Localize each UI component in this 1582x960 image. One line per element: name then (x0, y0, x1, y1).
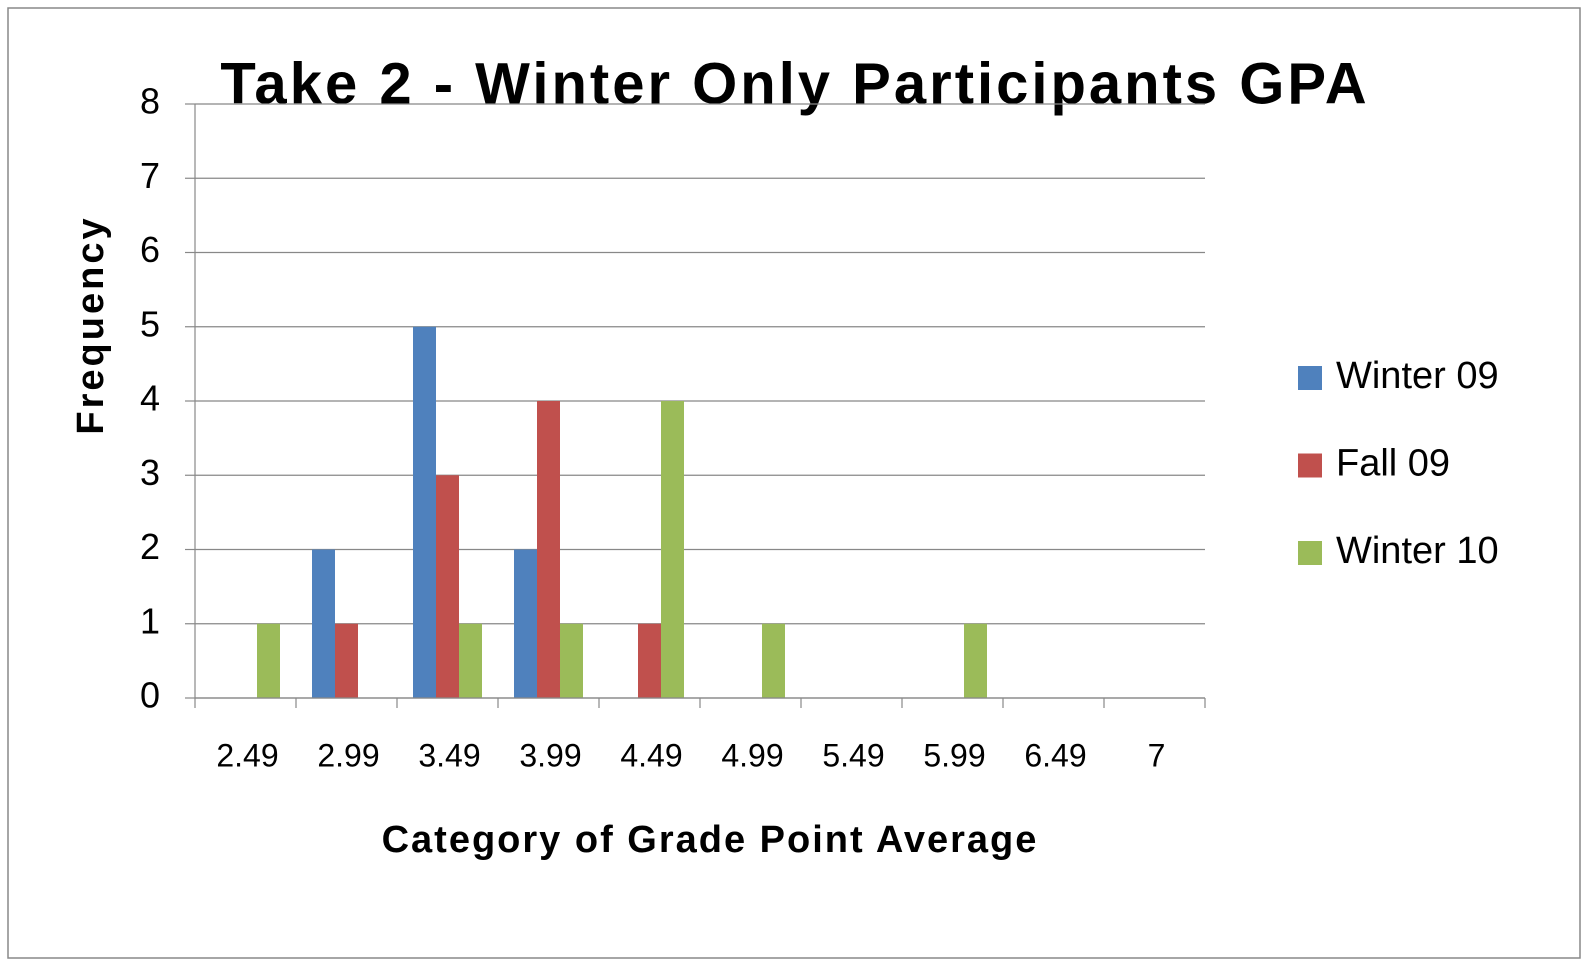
y-tick-label: 2 (140, 526, 160, 567)
x-tick-label: 4.49 (620, 737, 682, 773)
y-tick-label: 3 (140, 452, 160, 493)
bar (537, 401, 560, 698)
x-tick-label: 3.49 (418, 737, 480, 773)
bar (638, 623, 661, 698)
y-tick-label: 8 (140, 81, 160, 122)
y-tick-label: 1 (140, 600, 160, 641)
legend-swatch (1298, 541, 1322, 565)
x-tick-label: 6.49 (1024, 737, 1086, 773)
bar (514, 549, 537, 698)
chart-title: Take 2 - Winter Only Participants GPA (220, 51, 1369, 116)
legend-label: Fall 09 (1336, 443, 1450, 485)
y-tick-label: 0 (140, 675, 160, 716)
legend-swatch (1298, 366, 1322, 390)
bar (964, 623, 987, 698)
bar (257, 623, 280, 698)
bar (335, 623, 358, 698)
bar (560, 623, 583, 698)
bar (762, 623, 785, 698)
y-axis-title: Frequency (70, 215, 112, 434)
x-tick-label: 3.99 (519, 737, 581, 773)
chart-frame (7, 7, 1581, 959)
y-tick-label: 7 (140, 155, 160, 196)
x-axis-title: Category of Grade Point Average (382, 819, 1039, 861)
legend-swatch (1298, 453, 1322, 478)
bar (413, 326, 436, 698)
bar (312, 549, 335, 698)
bar (436, 475, 459, 698)
legend-label: Winter 10 (1336, 530, 1499, 572)
bar (661, 401, 684, 698)
x-tick-label: 7 (1148, 737, 1166, 773)
x-tick-label: 2.49 (216, 737, 278, 773)
x-tick-label: 5.99 (923, 737, 985, 773)
y-tick-label: 5 (140, 303, 160, 344)
x-tick-label: 2.99 (317, 737, 379, 773)
bar (459, 623, 482, 698)
legend-label: Winter 09 (1336, 355, 1499, 397)
y-tick-label: 6 (140, 229, 160, 270)
x-tick-label: 4.99 (721, 737, 783, 773)
x-tick-label: 5.49 (822, 737, 884, 773)
y-tick-label: 4 (140, 378, 160, 419)
